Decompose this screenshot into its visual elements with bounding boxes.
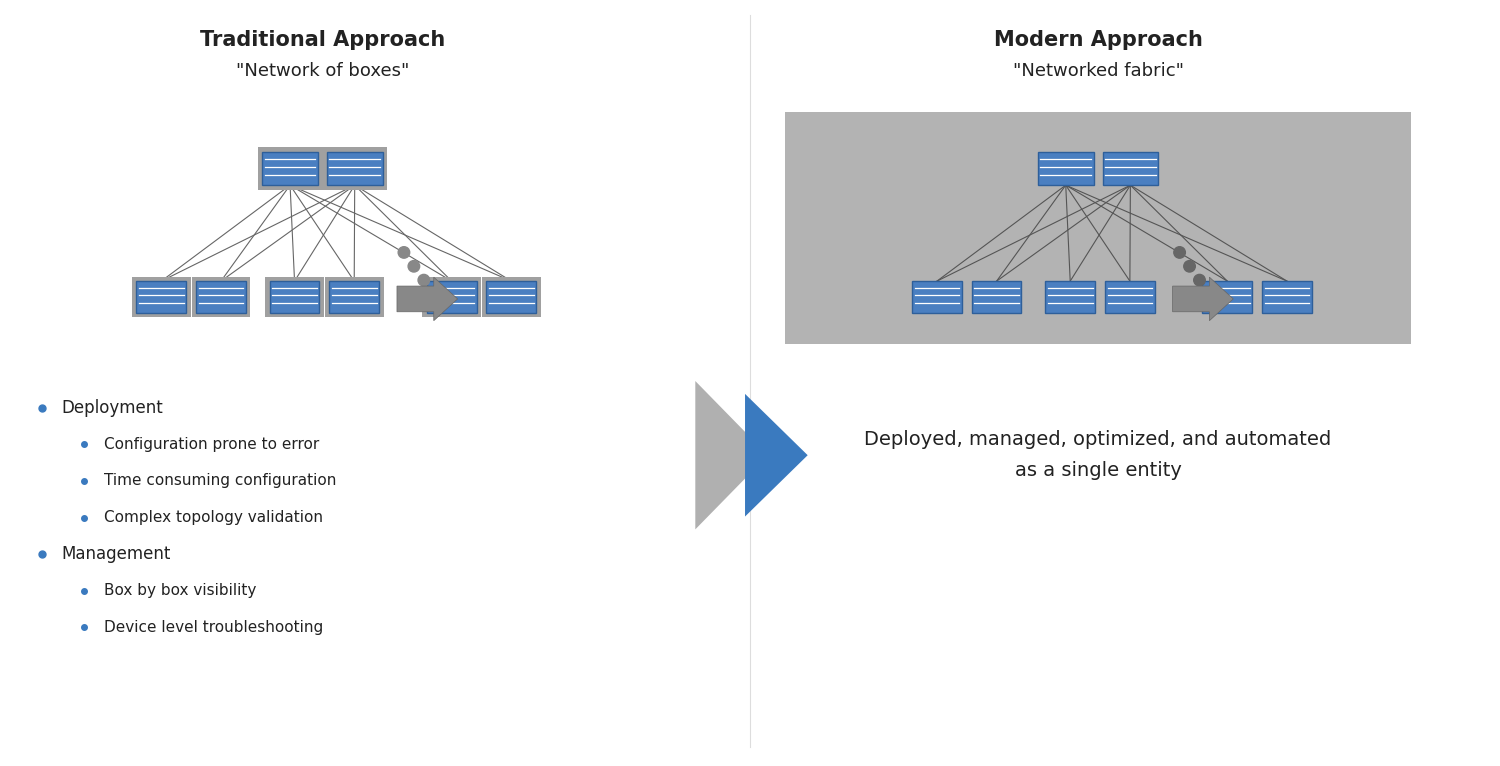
FancyBboxPatch shape <box>1106 281 1155 313</box>
FancyBboxPatch shape <box>482 277 540 317</box>
FancyBboxPatch shape <box>136 281 186 313</box>
Text: "Networked fabric": "Networked fabric" <box>1013 62 1184 80</box>
Circle shape <box>419 274 429 286</box>
FancyBboxPatch shape <box>322 147 387 190</box>
FancyBboxPatch shape <box>1262 281 1312 313</box>
FancyBboxPatch shape <box>327 152 382 185</box>
Text: Deployed, managed, optimized, and automated
as a single entity: Deployed, managed, optimized, and automa… <box>864 430 1332 480</box>
Circle shape <box>398 247 410 258</box>
FancyBboxPatch shape <box>1038 152 1094 185</box>
Circle shape <box>1174 247 1185 258</box>
Text: Traditional Approach: Traditional Approach <box>200 30 446 50</box>
Text: Deployment: Deployment <box>62 399 164 417</box>
Text: Box by box visibility: Box by box visibility <box>104 583 256 598</box>
Polygon shape <box>398 277 458 321</box>
FancyBboxPatch shape <box>423 277 482 317</box>
FancyBboxPatch shape <box>784 112 1412 345</box>
FancyBboxPatch shape <box>326 277 384 317</box>
FancyBboxPatch shape <box>262 152 318 185</box>
FancyBboxPatch shape <box>196 281 246 313</box>
Circle shape <box>408 260 420 272</box>
Polygon shape <box>1173 277 1233 321</box>
FancyBboxPatch shape <box>1046 281 1095 313</box>
Text: Time consuming configuration: Time consuming configuration <box>104 473 336 489</box>
FancyBboxPatch shape <box>972 281 1022 313</box>
FancyBboxPatch shape <box>1203 281 1252 313</box>
FancyBboxPatch shape <box>132 277 190 317</box>
FancyBboxPatch shape <box>912 281 962 313</box>
FancyBboxPatch shape <box>427 281 477 313</box>
FancyBboxPatch shape <box>486 281 536 313</box>
Text: Modern Approach: Modern Approach <box>993 30 1203 50</box>
FancyBboxPatch shape <box>1102 152 1158 185</box>
FancyBboxPatch shape <box>192 277 250 317</box>
FancyBboxPatch shape <box>266 277 324 317</box>
Text: "Network of boxes": "Network of boxes" <box>236 62 410 80</box>
Text: Management: Management <box>62 545 171 563</box>
FancyBboxPatch shape <box>258 147 322 190</box>
Text: Complex topology validation: Complex topology validation <box>104 510 322 525</box>
Circle shape <box>1194 274 1206 286</box>
Polygon shape <box>696 381 768 529</box>
Circle shape <box>1184 260 1196 272</box>
Text: Configuration prone to error: Configuration prone to error <box>104 437 320 452</box>
FancyBboxPatch shape <box>330 281 380 313</box>
Polygon shape <box>746 394 807 516</box>
FancyBboxPatch shape <box>270 281 320 313</box>
Circle shape <box>1203 288 1215 300</box>
Circle shape <box>427 288 439 300</box>
Text: Device level troubleshooting: Device level troubleshooting <box>104 620 322 635</box>
